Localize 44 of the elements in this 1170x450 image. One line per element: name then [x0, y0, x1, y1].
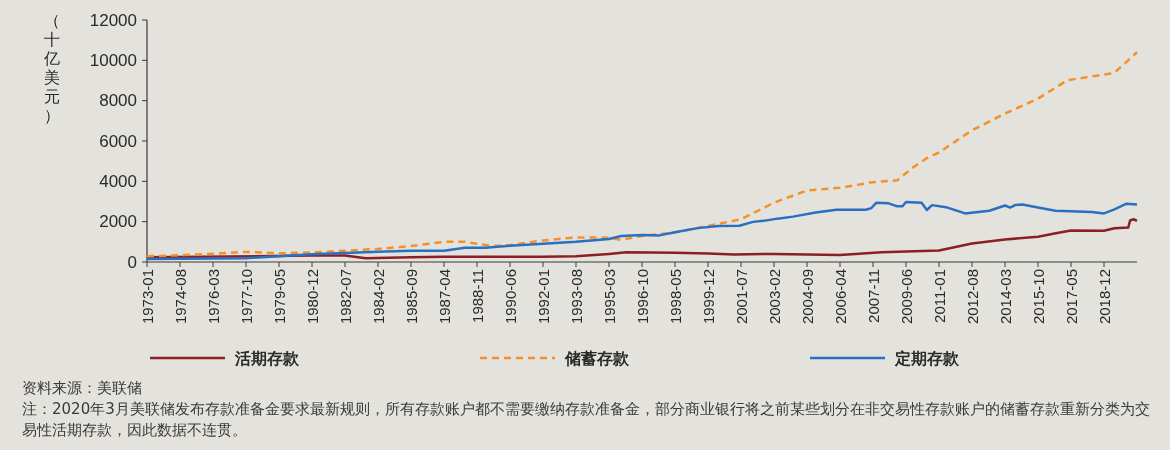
legend-label: 储蓄存款 — [564, 348, 630, 368]
x-tick-label: 1974-08 — [171, 269, 189, 325]
x-tick-label: 2012-08 — [963, 269, 981, 325]
y-tick-label: 2000 — [99, 212, 137, 232]
legend-label: 活期存款 — [234, 348, 300, 368]
x-tick-label: 2003-02 — [765, 269, 783, 325]
x-tick-label: 1995-03 — [600, 269, 618, 325]
x-tick-label: 2006-04 — [831, 269, 849, 325]
y-tick-label: 8000 — [99, 91, 137, 111]
x-tick-label: 1990-06 — [501, 269, 519, 325]
x-tick-label: 1984-02 — [369, 269, 387, 325]
x-tick-label: 1980-12 — [303, 269, 321, 325]
x-tick-label: 1999-12 — [699, 269, 717, 325]
x-tick-label: 2015-10 — [1029, 269, 1047, 325]
x-tick-label: 2009-06 — [897, 269, 915, 325]
y-tick-label: 6000 — [99, 131, 137, 151]
x-tick-label: 1987-04 — [435, 269, 453, 325]
x-tick-label: 1979-05 — [270, 269, 288, 325]
y-tick-label: 0 — [127, 252, 137, 272]
text: 资料来源：美联储 — [22, 378, 143, 399]
y-axis-title: （十亿美元） — [43, 11, 60, 125]
x-tick-label: 2014-03 — [996, 269, 1014, 325]
line-series — [145, 51, 1139, 258]
x-tick-label: 2017-05 — [1062, 269, 1080, 325]
x-tick-label: 2001-07 — [732, 269, 750, 325]
x-tick-label: 1985-09 — [402, 269, 420, 325]
x-tick-label: 1996-10 — [633, 269, 651, 325]
x-tick-label: 1977-10 — [237, 269, 255, 325]
y-tick-label: 4000 — [99, 171, 137, 191]
text: 注：2020年3月美联储发布存款准备金要求最新规则，所有存款账户都不需要缴纳存款准备金，部分商业银行将之前某些划分在非交易性存款账户的储蓄存款重新分类为交易性活期存款，因此数据不连贯。 — [22, 399, 1151, 441]
x-tick-label: 1982-07 — [336, 269, 354, 325]
x-tick-label: 2007-11 — [864, 269, 882, 323]
x-tick-label: 1998-05 — [666, 269, 684, 325]
x-tick-label: 1988-11 — [468, 269, 486, 323]
x-tick-label: 1992-01 — [534, 269, 552, 325]
legend-label: 定期存款 — [894, 348, 960, 368]
y-tick-label: 10000 — [89, 50, 137, 70]
x-tick-label: 1976-03 — [204, 269, 222, 325]
x-tick-label: 2004-09 — [798, 269, 816, 325]
x-tick-label: 2011-01 — [930, 269, 948, 323]
x-tick-label: 2018-12 — [1095, 269, 1113, 325]
y-tick-label: 12000 — [89, 10, 137, 30]
x-tick-label: 1973-01 — [138, 269, 156, 325]
x-tick-label: 1993-08 — [567, 269, 585, 325]
